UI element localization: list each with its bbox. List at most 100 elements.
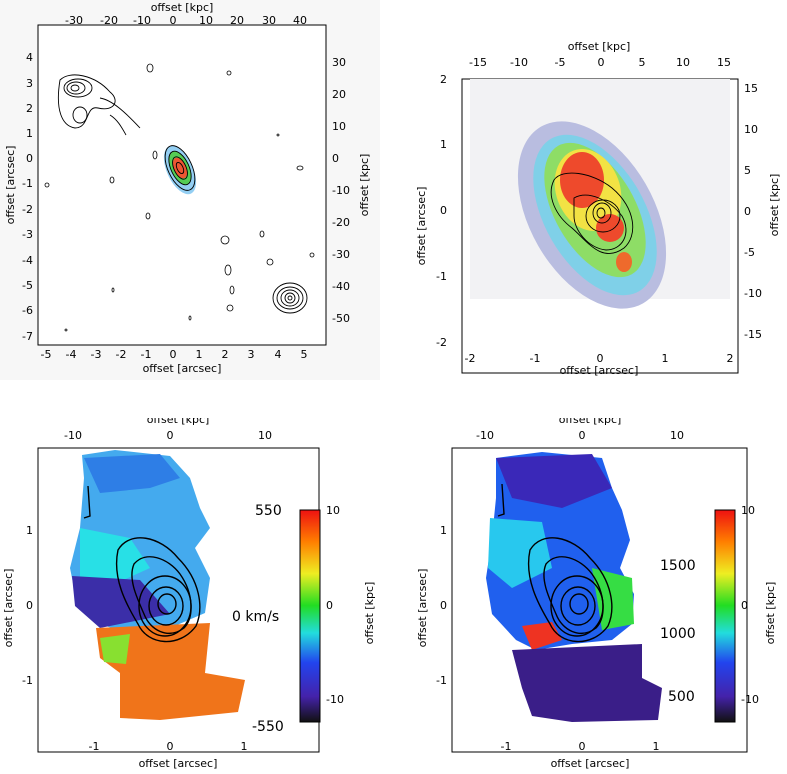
panel-a: offset [arcsec] offset [kpc] offset [arc… [0,0,380,380]
panel-a-ytick: 3 [26,77,33,90]
panel-b-xtick: -1 [530,352,541,365]
panel-b-right-tick: -5 [744,246,755,259]
panel-a-right-tick: 20 [332,88,346,101]
panel-b-ytick: -2 [436,336,447,349]
panel-d-colorbar [714,509,736,723]
panel-d-xtick: 0 [579,740,586,753]
panel-b-right-tick: 0 [744,205,751,218]
panel-a-top-tick: 10 [199,14,213,27]
panel-a-right-tick: -40 [332,280,350,293]
panel-d-map-purple-top [496,454,612,508]
panel-c-x-ticks: -1 0 1 [89,740,248,753]
panel-a-xtick: -2 [116,348,127,361]
panel-c-xtick: 0 [167,740,174,753]
panel-a-right-ticks: 30 20 10 0 -10 -20 -30 -40 -50 [332,56,350,325]
panel-b-red-emission-south [616,252,632,272]
panel-a-se-source-contours [272,282,308,314]
panel-a-top-tick: 40 [293,14,307,27]
panel-b-xtick: 0 [597,352,604,365]
panel-c-top-tick: 10 [258,429,272,442]
panel-d-map-red [522,622,562,650]
panel-a-right-tick: -50 [332,312,350,325]
panel-b-xtick: 1 [662,352,669,365]
panel-b-top-tick: 5 [639,56,646,69]
panel-b-top-tick: -5 [555,56,566,69]
panel-c-right-label: offset [kpc] [363,582,376,645]
panel-a-ytick: 1 [26,127,33,140]
panel-b-top-ticks: -15 -10 -5 0 5 10 15 [469,56,731,69]
panel-a-top-tick: -30 [65,14,83,27]
panel-b-y-ticks: 2 1 0 -1 -2 [436,73,447,349]
panel-d-cbar-label-bottom: 500 [668,689,695,705]
panel-c-ytick: -1 [22,674,33,687]
panel-d-y-ticks: 1 0 -1 [436,524,447,687]
panel-c-map-purple [72,576,170,628]
panel-b-top-label: offset [kpc] [568,40,631,53]
panel-d-right-tick: -10 [741,693,759,706]
panel-b-xlabel: offset [arcsec] [560,364,639,377]
panel-c-top-label: offset [kpc] [147,418,210,426]
panel-c-top-tick: 0 [167,429,174,442]
panel-c-y-ticks: 1 0 -1 [22,524,33,687]
panel-a-ne-lobe-contours [57,74,141,136]
panel-c: 550 0 km/s -550 offset [arcsec] offset [… [0,413,392,770]
panel-a-top-label: offset [kpc] [151,1,214,14]
panel-a-xtick: 0 [170,348,177,361]
panel-a-top-tick: 30 [262,14,276,27]
panel-d-map-purple-bottom [512,644,662,722]
panel-c-ytick: 1 [26,524,33,537]
panel-c-map-blue-top [84,454,180,493]
panel-c-xtick: -1 [89,740,100,753]
panel-d-top-tick: -10 [476,429,494,442]
panel-d-top-tick: 0 [579,429,586,442]
panel-b-red-emission-center [596,214,624,242]
panel-a-right-tick: 30 [332,56,346,69]
panel-d-ytick: 1 [440,524,447,537]
panel-c-plot: 550 0 km/s -550 offset [arcsec] offset [… [2,413,376,770]
panel-b-top-tick: 0 [598,56,605,69]
panel-a-right-tick: 10 [332,120,346,133]
panel-c-right-ticks: 10 0 -10 [326,504,344,706]
panel-a-ytick: -5 [22,279,33,292]
panel-c-ylabel: offset [arcsec] [2,569,15,648]
panel-c-right-tick: 0 [326,599,333,612]
panel-d-cbar-label-mid: 1000 [660,626,696,642]
panel-c-right-tick: -10 [326,693,344,706]
panel-a-right-tick: -10 [332,184,350,197]
panel-b-red-emission-north [560,152,604,208]
panel-a-ytick: -1 [22,177,33,190]
panel-a-xtick: 5 [301,348,308,361]
panel-b-ytick: 2 [440,73,447,86]
panel-d-x-ticks: -1 0 1 [501,740,660,753]
panel-d-top-label: offset [kpc] [559,418,622,426]
panel-d-right-ticks: 10 0 -10 [741,504,759,706]
panel-b-top-tick: 15 [717,56,731,69]
panel-c-top-ticks: -10 0 10 [64,429,272,442]
panel-a-top-tick: 0 [170,14,177,27]
panel-d-xtick: -1 [501,740,512,753]
panel-a-ytick: -3 [22,228,33,241]
panel-d-plot: 1500 1000 500 offset [arcsec] offset [kp… [416,413,777,770]
panel-c-colorbar [299,509,321,723]
panel-b-ytick: -1 [436,270,447,283]
panel-b-right-tick: 15 [744,82,758,95]
panel-b-right-ticks: 15 10 5 0 -5 -10 -15 [744,82,762,341]
panel-b-top-tick: -15 [469,56,487,69]
panel-b-top-tick: 10 [676,56,690,69]
panel-a-top-tick: -10 [133,14,151,27]
panel-b-right-tick: -10 [744,287,762,300]
panel-a-right-tick: -20 [332,216,350,229]
panel-a-noise-contours [44,63,315,332]
panel-d-top-tick: 10 [670,429,684,442]
panel-b-x-ticks: -2 -1 0 1 2 [465,352,734,365]
panel-b-ylabel: offset [arcsec] [415,187,428,266]
panel-c-cbar-label-bottom: -550 [252,719,284,735]
panel-a-right-label: offset [kpc] [358,154,371,217]
panel-b-plot: offset [arcsec] offset [kpc] offset [arc… [415,40,781,377]
panel-d-right-tick: 0 [741,599,748,612]
panel-c-top-tick: -10 [64,429,82,442]
panel-a-ytick: 0 [26,152,33,165]
panel-a-ytick: -4 [22,254,33,267]
panel-c-ytick: 0 [26,599,33,612]
panel-a-xtick: 4 [275,348,282,361]
